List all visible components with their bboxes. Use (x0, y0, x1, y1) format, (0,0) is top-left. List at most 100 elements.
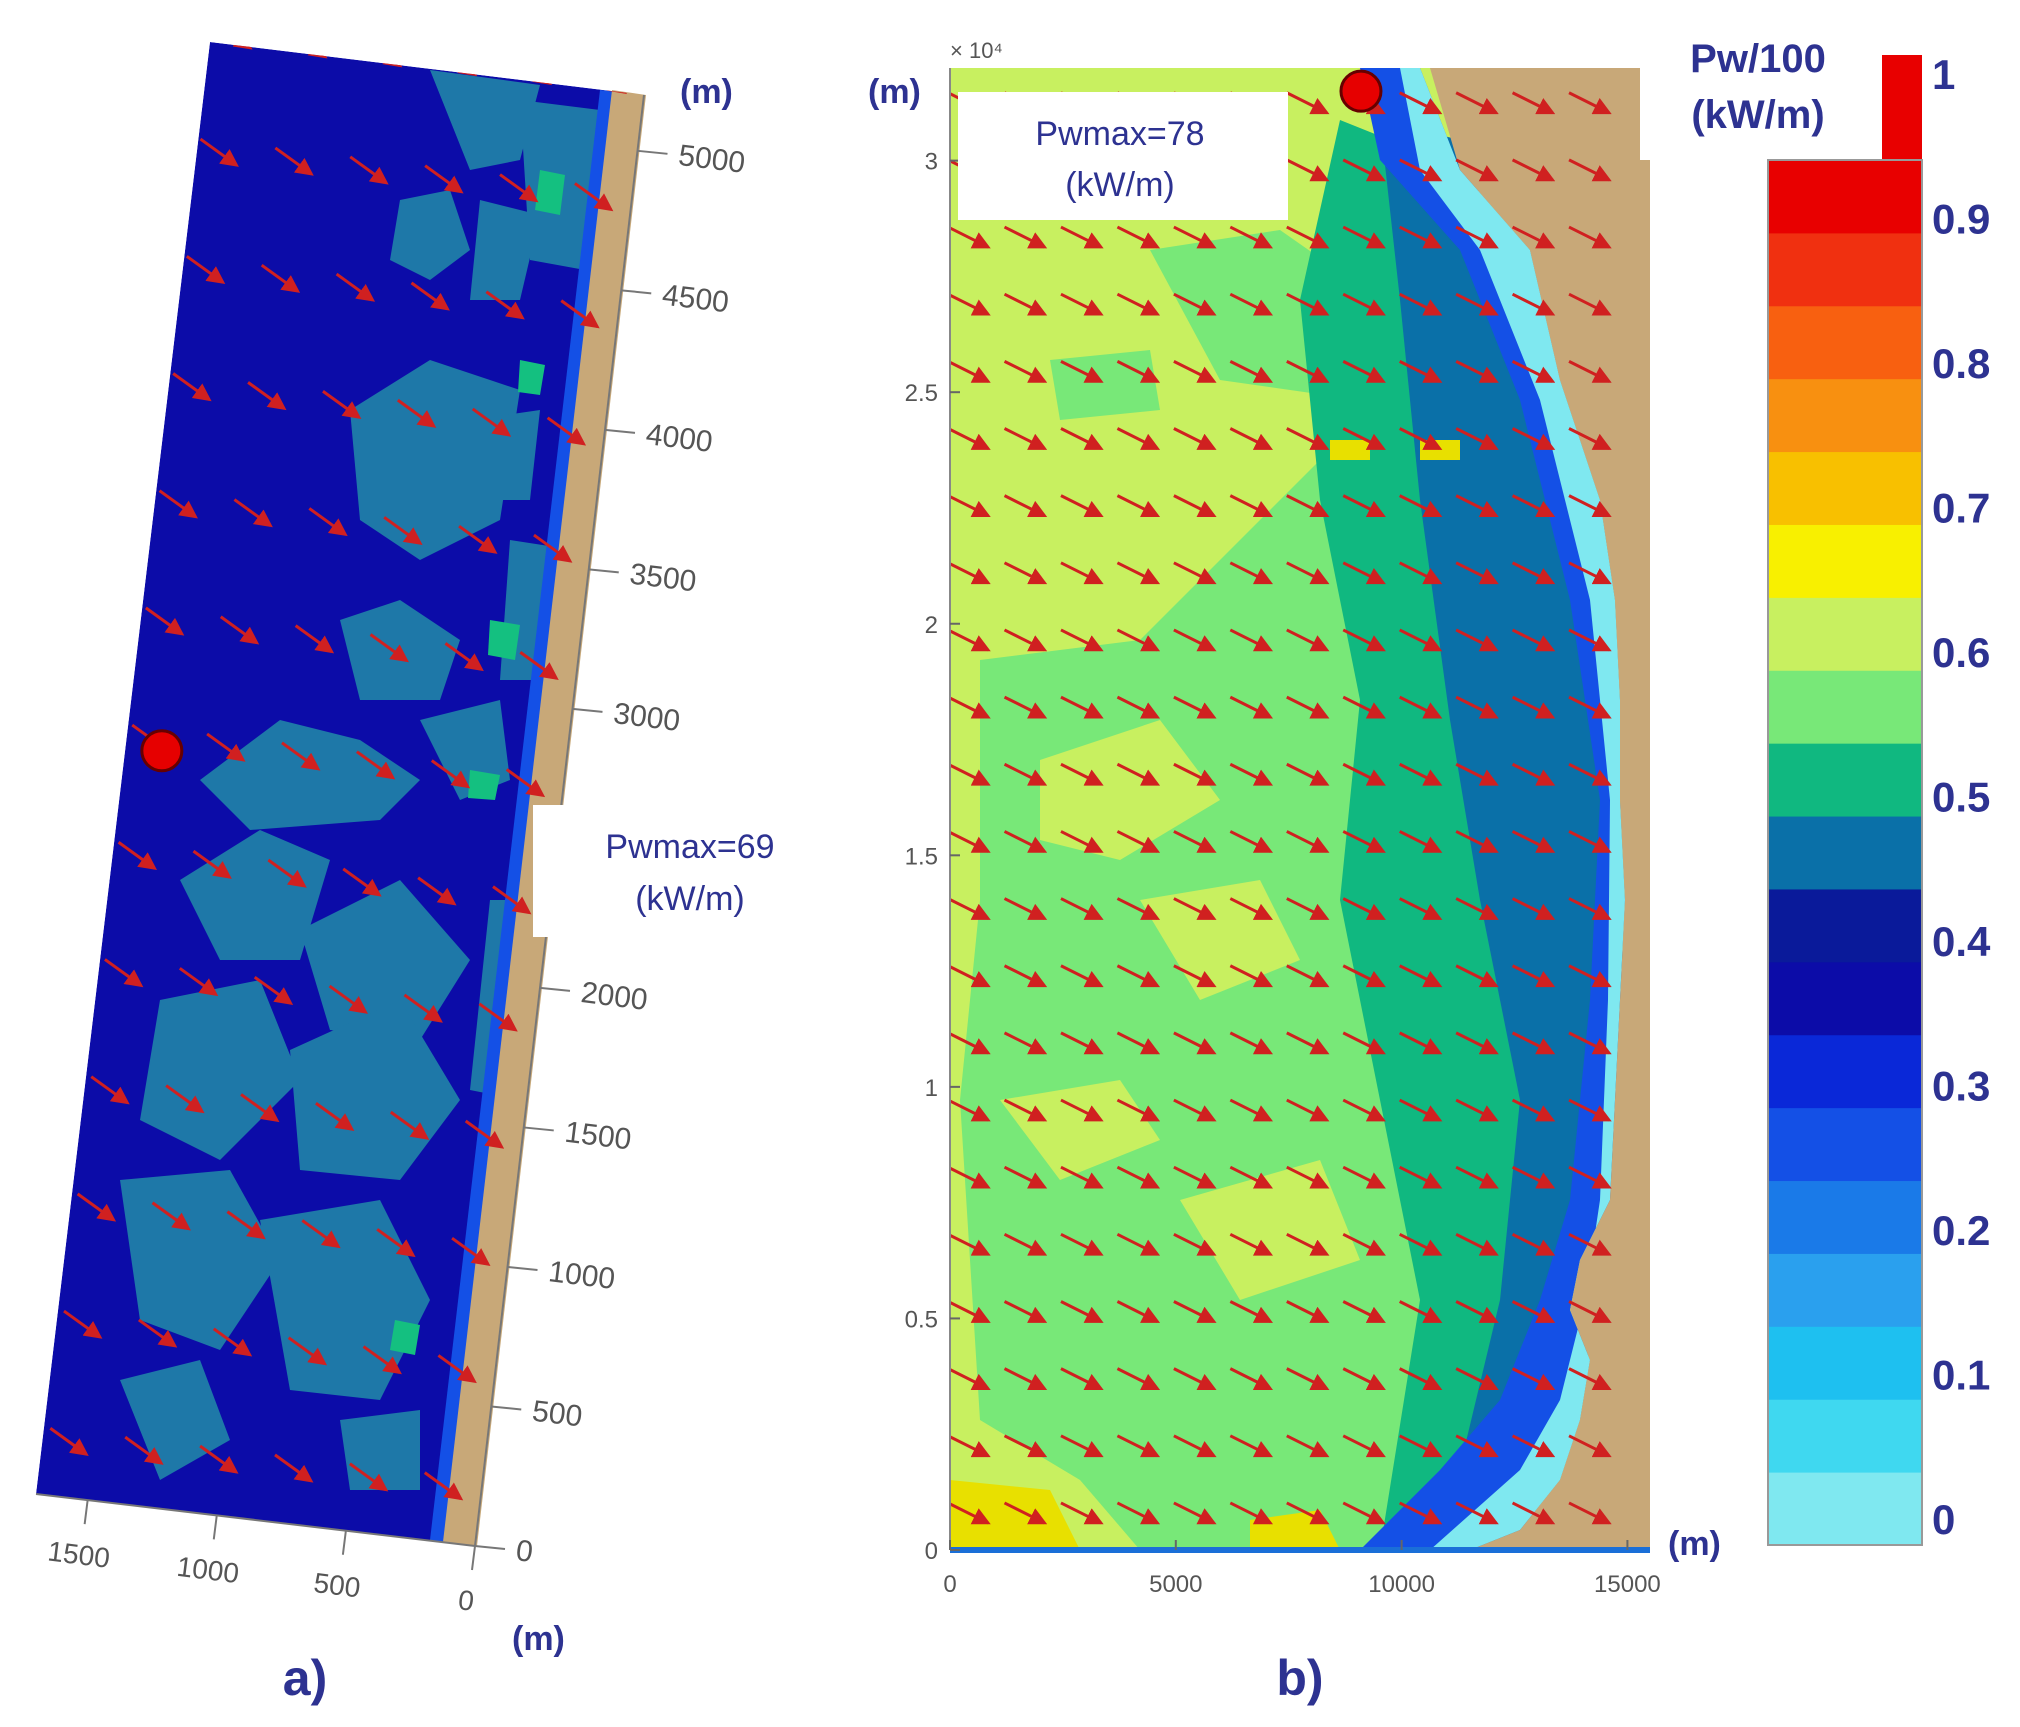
wave-vector-arrow (185, 255, 226, 285)
wave-vector-arrow (274, 146, 314, 176)
wave-vector-arrow (1286, 964, 1330, 988)
wave-vector-arrow (369, 633, 409, 663)
wave-vector-arrow (1116, 1031, 1161, 1055)
wave-vector-arrow (1455, 830, 1499, 853)
wave-vector-arrow (1229, 292, 1274, 316)
wave-vector-arrow (1342, 1367, 1386, 1390)
panel-a-annotation-line1: Pwmax=69 (605, 828, 774, 866)
wave-vector-arrow (1116, 695, 1161, 719)
wave-vector-arrow (1003, 292, 1048, 316)
wave-vector-arrow (1286, 158, 1330, 182)
panel-b-x-tick-label: 0 (943, 1571, 956, 1598)
wave-vector-arrow (1116, 1165, 1161, 1189)
panel-b-annotation-line2: (kW/m) (1065, 166, 1175, 204)
wave-vector-arrow (63, 1309, 103, 1339)
panel-a-x-tick-label: 1000 (175, 1551, 241, 1589)
wave-vector-arrow (1116, 628, 1161, 652)
wave-vector-arrow (1286, 1300, 1330, 1323)
wave-vector-arrow (287, 1336, 328, 1366)
wave-vector-arrow (322, 390, 362, 419)
wave-vector-arrow (1511, 1434, 1556, 1458)
wave-vector-arrow (1342, 1098, 1386, 1122)
colorbar-band (1768, 1472, 1922, 1546)
colorbar-band (1768, 961, 1922, 1036)
wave-vector-arrow (1229, 427, 1274, 450)
wave-vector-arrow (1568, 427, 1612, 450)
wave-vector-arrow (1286, 1367, 1330, 1390)
wave-vector-arrow (1003, 1165, 1048, 1189)
panel-b-label: b) (1276, 1650, 1323, 1706)
panel-b-shoreline-band (1400, 68, 1625, 1550)
wave-vector-arrow (458, 524, 498, 554)
colorbar-tick-label: 0.6 (1932, 629, 1990, 676)
wave-vector-arrow (301, 1219, 341, 1249)
wave-vector-arrow (950, 1032, 991, 1055)
wave-vector-arrow (1455, 1434, 1499, 1458)
wave-vector-arrow (1511, 1165, 1556, 1189)
wave-vector-arrow (1060, 494, 1104, 517)
wave-vector-arrow (1568, 1367, 1612, 1390)
wave-vector-arrow (1342, 1300, 1386, 1323)
wave-vector-arrow (1455, 1367, 1499, 1390)
wave-vector-arrow (1173, 1300, 1217, 1323)
wave-vector-arrow (950, 763, 991, 786)
panel-b-y-exponent: × 10⁴ (950, 38, 1003, 63)
wave-vector-arrow (348, 1462, 389, 1492)
colorbar-tick-label: 0.3 (1932, 1063, 1990, 1110)
wave-vector-arrow (260, 263, 301, 293)
wave-vector-arrow (1173, 292, 1217, 316)
wave-vector-arrow (192, 849, 232, 879)
wave-vector-arrow (1511, 830, 1556, 853)
wave-vector-arrow (533, 533, 573, 563)
wave-vector-arrow (1399, 1300, 1443, 1323)
wave-vector-arrow (1003, 225, 1048, 249)
colorbar-title-line2: (kW/m) (1691, 93, 1824, 137)
wave-vector-arrow (1173, 1434, 1217, 1458)
wave-vector-arrow (1229, 1232, 1274, 1256)
wave-vector-arrow (492, 885, 532, 915)
wave-vector-arrow (451, 1236, 491, 1266)
wave-vector-arrow (1455, 695, 1499, 719)
wave-vector-arrow (1286, 1165, 1330, 1189)
panel-b-y-unit: (m) (868, 73, 921, 111)
colorbar-tick-label: 0.7 (1932, 485, 1990, 532)
wave-vector-arrow (1455, 1031, 1499, 1055)
panel-a-y-tick (637, 149, 668, 155)
wave-vector-arrow (1342, 830, 1386, 853)
wave-vector-arrow (1455, 225, 1499, 249)
wave-vector-arrow (1003, 1501, 1048, 1525)
wave-vector-arrow (274, 1453, 314, 1483)
wave-vector-arrow (1511, 360, 1556, 383)
wave-vector-arrow (424, 164, 464, 194)
colorbar-band (1768, 451, 1922, 525)
wave-vector-arrow (1399, 1367, 1443, 1390)
wave-vector-arrow (1399, 1434, 1443, 1458)
wave-vector-arrow (560, 299, 600, 329)
wave-vector-arrow (1511, 1031, 1556, 1055)
panel-a-y-tick (604, 428, 636, 434)
colorbar-tick-label: 0.8 (1932, 340, 1990, 387)
wave-vector-arrow (1229, 494, 1274, 517)
wave-vector-arrow (1568, 1232, 1612, 1256)
wave-vector-arrow (1116, 1501, 1161, 1525)
wave-vector-arrow (574, 182, 614, 212)
wave-vector-arrow (137, 1318, 178, 1348)
wave-vector-arrow (315, 1102, 355, 1132)
wave-vector-arrow (1173, 360, 1217, 383)
wave-vector-arrow (1060, 1367, 1104, 1390)
wave-vector-arrow (1399, 897, 1443, 920)
wave-vector-arrow (1455, 964, 1499, 988)
wave-vector-arrow (1116, 494, 1161, 517)
wave-vector-arrow (1399, 494, 1443, 517)
wave-vector-arrow (1568, 762, 1612, 786)
wave-vector-arrow (1511, 427, 1556, 450)
wave-vector-arrow (1342, 628, 1386, 652)
wave-vector-arrow (410, 281, 450, 311)
wave-vector-arrow (1116, 1300, 1161, 1323)
panel-a-x-tick-label: 1500 (46, 1536, 112, 1574)
wave-vector-arrow (1455, 91, 1499, 115)
panel-a-label: a) (283, 1650, 327, 1706)
wave-vector-arrow (1060, 1501, 1104, 1525)
panel-b-y-tick-label: 1 (925, 1075, 938, 1102)
